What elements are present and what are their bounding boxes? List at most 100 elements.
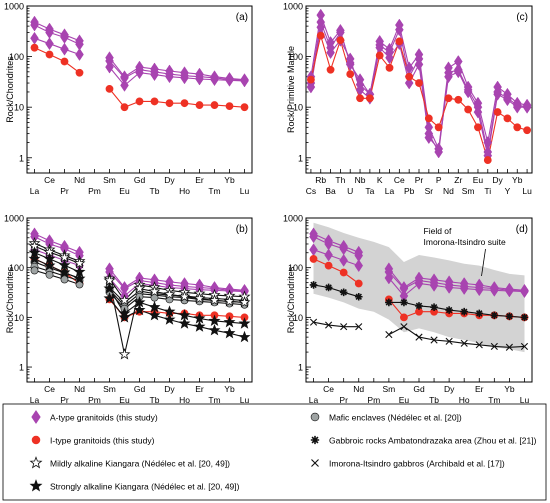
series-line-a_type bbox=[313, 249, 525, 297]
x-tick-label: La bbox=[30, 395, 40, 405]
field-leader-line bbox=[481, 248, 486, 277]
x-tick-label: Nd bbox=[74, 384, 85, 394]
panel-label: (d) bbox=[516, 224, 528, 235]
y-tick-label: 10 bbox=[293, 313, 303, 323]
data-point-i_type bbox=[45, 50, 54, 59]
data-point-a_type bbox=[345, 52, 355, 66]
legend-marker-gabbroic bbox=[310, 435, 320, 445]
data-point-i_type bbox=[365, 94, 374, 103]
data-point-strong bbox=[223, 326, 236, 339]
legend-item-mild: Mildly alkaline Kiangara (Nédélec et al.… bbox=[29, 456, 230, 469]
x-tick-label: Yb bbox=[224, 175, 235, 185]
data-point-i_type bbox=[424, 114, 433, 123]
data-point-imorona_gabbro bbox=[400, 323, 408, 331]
x-tick-label: Yb bbox=[512, 175, 523, 185]
x-tick-label: Lu bbox=[522, 186, 532, 196]
data-point-gabbroic bbox=[354, 292, 363, 301]
data-point-mild bbox=[163, 288, 176, 300]
data-point-mild bbox=[193, 292, 206, 304]
data-point-strong bbox=[118, 311, 131, 323]
data-point-gabbroic bbox=[339, 288, 348, 297]
data-point-i_type bbox=[105, 84, 114, 93]
data-point-gabbroic bbox=[475, 309, 484, 318]
series-line-a_type bbox=[34, 21, 245, 81]
y-tick-label: 1 bbox=[19, 363, 24, 373]
data-point-i_type bbox=[474, 123, 482, 132]
data-point-a_type bbox=[414, 277, 424, 290]
x-tick-label: P bbox=[436, 175, 442, 185]
y-tick-label: 1 bbox=[298, 363, 303, 373]
data-point-i_type bbox=[346, 70, 355, 79]
series-line-a_type bbox=[34, 236, 245, 292]
series-line-a_type bbox=[34, 249, 245, 297]
data-point-a_type bbox=[429, 278, 439, 292]
data-point-gabbroic bbox=[505, 312, 514, 321]
data-point-imorona_gabbro bbox=[475, 341, 483, 349]
data-point-mild bbox=[223, 295, 236, 307]
panel-a: 1 10 100 1000 Rock/Chondrites Ce Nd Sm Gd Dy Er Yb L… bbox=[4, 2, 253, 196]
data-point-a_type bbox=[180, 71, 189, 85]
data-point-i_type bbox=[336, 36, 345, 45]
data-point-gabbroic bbox=[415, 302, 423, 310]
y-tick-label: 1000 bbox=[4, 2, 24, 12]
x-tick-label: Pm bbox=[367, 395, 380, 405]
x-tick-label: Sr bbox=[425, 186, 434, 196]
x-tick-label: Dy bbox=[164, 384, 175, 394]
data-point-a_type bbox=[354, 259, 364, 273]
data-point-a_type bbox=[505, 284, 514, 298]
data-point-a_type bbox=[60, 42, 69, 56]
x-tick-label: Ce bbox=[323, 384, 334, 394]
legend-label: I-type granitoids (this study) bbox=[50, 436, 155, 446]
series-line-gabbroic bbox=[313, 284, 525, 318]
data-point-i_type bbox=[483, 156, 492, 164]
x-tick-label: Ho bbox=[459, 395, 470, 405]
y-tick-label: 10 bbox=[14, 313, 24, 323]
x-tick-label: Ho bbox=[179, 186, 190, 196]
data-point-i_type bbox=[210, 101, 219, 109]
x-tick-label: Nb bbox=[355, 175, 366, 185]
data-point-mild bbox=[148, 285, 161, 297]
x-tick-label: U bbox=[347, 186, 353, 196]
x-tick-label: Ti bbox=[484, 186, 491, 196]
data-point-a_type bbox=[384, 271, 394, 285]
series-line-a_type bbox=[34, 233, 245, 291]
series-line-a_type bbox=[313, 236, 525, 292]
series-line-mild bbox=[34, 242, 245, 302]
x-tick-label: Sm bbox=[103, 384, 116, 394]
series-line-strong bbox=[34, 252, 245, 325]
x-tick-label: Tm bbox=[208, 395, 220, 405]
legend-label: Gabbroic rocks Ambatondrazaka area (Zhou… bbox=[329, 436, 537, 446]
data-point-gabbroic bbox=[324, 283, 333, 292]
data-point-a_type bbox=[225, 73, 234, 87]
data-point-gabbroic bbox=[385, 298, 393, 307]
data-point-strong bbox=[73, 272, 86, 284]
data-point-imorona_gabbro bbox=[490, 342, 498, 351]
y-axis-label: Rock/Chondrites bbox=[5, 266, 15, 333]
x-tick-label: Sm bbox=[103, 175, 116, 185]
legend-item-imorona_gabbro: Imorona-Itsindro gabbros (Archibald et a… bbox=[311, 459, 505, 469]
x-tick-label: Ce bbox=[394, 175, 405, 185]
data-point-i_type bbox=[444, 94, 453, 103]
legend-marker-strong bbox=[29, 479, 43, 492]
data-point-a_type bbox=[454, 65, 463, 79]
x-tick-label: Zr bbox=[454, 175, 462, 185]
x-tick-label: Pm bbox=[88, 395, 101, 405]
y-tick-label: 1 bbox=[298, 153, 303, 163]
data-point-i_type bbox=[493, 108, 502, 116]
data-point-mafic bbox=[30, 266, 39, 275]
legend-marker-mild bbox=[29, 456, 43, 469]
data-point-a_type bbox=[306, 80, 316, 94]
data-point-mafic bbox=[45, 270, 54, 279]
panel-label: (c) bbox=[516, 12, 528, 23]
data-point-gabbroic bbox=[400, 298, 408, 307]
series-line-a_type bbox=[34, 24, 245, 81]
data-point-strong bbox=[178, 317, 191, 329]
data-point-mild bbox=[118, 348, 131, 360]
x-tick-label: Sm bbox=[462, 186, 475, 196]
x-tick-label: La bbox=[30, 186, 40, 196]
data-point-a_type bbox=[240, 74, 249, 88]
legend-marker-mafic bbox=[310, 412, 320, 422]
data-point-i_type bbox=[339, 268, 348, 277]
